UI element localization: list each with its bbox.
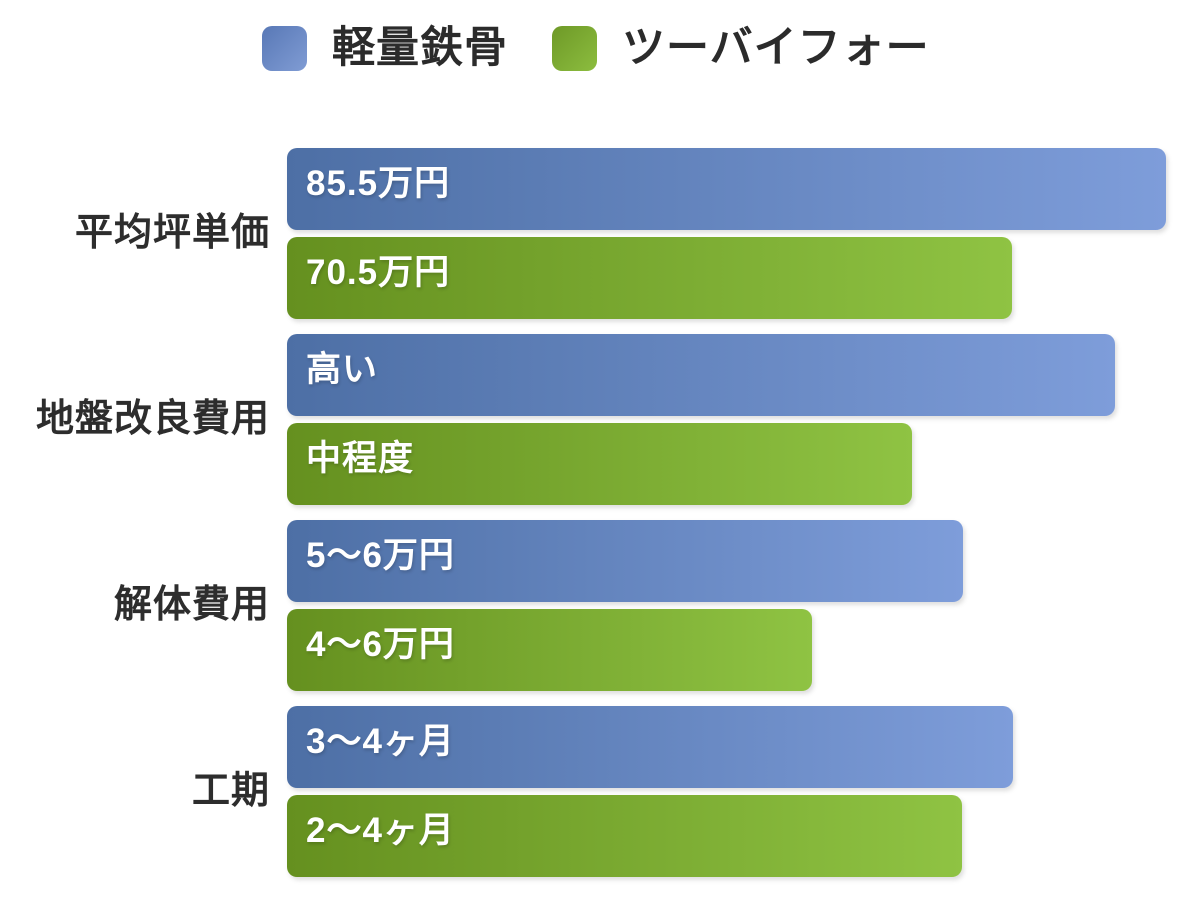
bar-blue: 5〜6万円 xyxy=(287,520,963,602)
bar-green: 中程度 xyxy=(287,423,912,505)
chart-group-ground-improvement-cost: 地盤改良費用 高い 中程度 xyxy=(0,334,1201,505)
bar-value-label: 3〜4ヶ月 xyxy=(306,721,455,761)
chart-group-avg-unit-price: 平均坪単価 85.5万円 70.5万円 xyxy=(0,148,1201,319)
bar-blue: 3〜4ヶ月 xyxy=(287,706,1014,788)
legend-item-two-by-four: ツーバイフォー xyxy=(552,26,930,71)
bar-green: 70.5万円 xyxy=(287,237,1013,319)
bar-green: 2〜4ヶ月 xyxy=(287,795,963,877)
legend-swatch-green-icon xyxy=(552,26,597,71)
chart-plot-area: 平均坪単価 85.5万円 70.5万円 地盤改良費用 高い 中程度 xyxy=(0,148,1201,892)
legend-label: ツーバイフォー xyxy=(622,24,930,72)
bar-value-label: 高い xyxy=(306,349,379,389)
chart-group-construction-period: 工期 3〜4ヶ月 2〜4ヶ月 xyxy=(0,706,1201,877)
category-label: 地盤改良費用 xyxy=(35,397,270,440)
bar-value-label: 4〜6万円 xyxy=(306,624,455,664)
bar-blue: 高い xyxy=(287,334,1116,416)
chart-legend: 軽量鉄骨 ツーバイフォー xyxy=(262,26,930,71)
bar-value-label: 85.5万円 xyxy=(306,163,451,203)
bar-value-label: 中程度 xyxy=(306,438,415,478)
legend-swatch-blue-icon xyxy=(262,26,307,71)
category-label: 平均坪単価 xyxy=(74,211,270,254)
bar-value-label: 70.5万円 xyxy=(306,252,451,292)
legend-item-light-steel: 軽量鉄骨 xyxy=(262,26,508,71)
bar-blue: 85.5万円 xyxy=(287,148,1166,230)
chart-group-demolition-cost: 解体費用 5〜6万円 4〜6万円 xyxy=(0,520,1201,691)
category-label: 工期 xyxy=(191,769,270,812)
bar-value-label: 2〜4ヶ月 xyxy=(306,810,455,850)
category-label: 解体費用 xyxy=(113,583,270,626)
bar-green: 4〜6万円 xyxy=(287,609,812,691)
legend-label: 軽量鉄骨 xyxy=(332,24,508,72)
bar-value-label: 5〜6万円 xyxy=(306,535,455,575)
